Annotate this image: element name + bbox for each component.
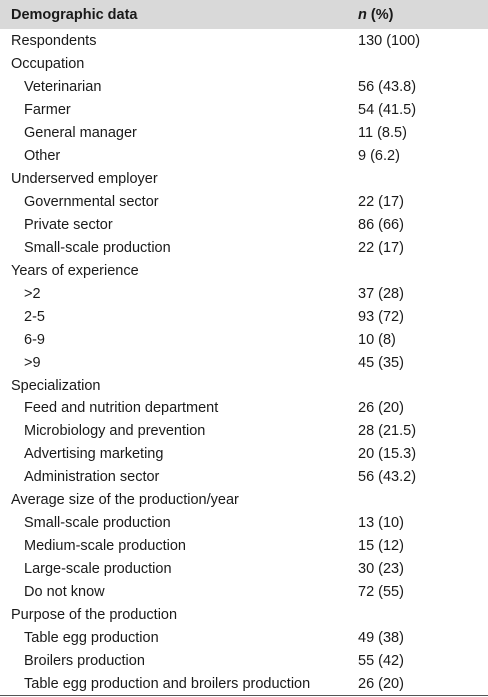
row-label: Farmer bbox=[24, 102, 71, 119]
row-label: Occupation bbox=[11, 56, 85, 73]
table-row: Administration sector 56 (43.2) bbox=[0, 466, 488, 489]
row-value: 49 (38) bbox=[358, 629, 404, 646]
row-label: Respondents bbox=[11, 33, 97, 50]
row-label: Do not know bbox=[24, 583, 105, 600]
row-value: 11 (8.5) bbox=[358, 125, 407, 142]
bottom-rule bbox=[0, 695, 488, 696]
table-row: Table egg production and broilers produc… bbox=[0, 672, 488, 695]
table-row: Broilers production 55 (42) bbox=[0, 649, 488, 672]
table-row: Other 9 (6.2) bbox=[0, 145, 488, 168]
row-value: 22 (17) bbox=[358, 194, 404, 211]
row-value: 28 (21.5) bbox=[358, 423, 417, 440]
row-value: 45 (35) bbox=[358, 354, 404, 371]
row-label: Average size of the production/year bbox=[11, 492, 239, 509]
table-row: Medium-scale production 15 (12) bbox=[0, 535, 488, 558]
row-label: Microbiology and prevention bbox=[24, 423, 206, 440]
row-label: Private sector bbox=[24, 216, 113, 233]
table-row: Large-scale production 30 (23) bbox=[0, 558, 488, 581]
table-row: 2-5 93 (72) bbox=[0, 305, 488, 328]
table-section-row: Occupation bbox=[0, 53, 488, 76]
table-section-row: Respondents 130 (100) bbox=[0, 30, 488, 53]
row-label: Governmental sector bbox=[24, 194, 159, 211]
row-value: 9 (6.2) bbox=[358, 148, 400, 165]
row-value: 13 (10) bbox=[358, 515, 404, 532]
row-label: Advertising marketing bbox=[24, 446, 164, 463]
row-value: 20 (15.3) bbox=[358, 446, 417, 463]
row-value: 30 (23) bbox=[358, 561, 404, 578]
row-value: 55 (42) bbox=[358, 652, 404, 669]
table-row: Advertising marketing 20 (15.3) bbox=[0, 443, 488, 466]
row-label: Years of experience bbox=[11, 262, 139, 279]
row-value: 26 (20) bbox=[358, 675, 404, 692]
table-row: Do not know 72 (55) bbox=[0, 581, 488, 604]
header-demographic-data: Demographic data bbox=[11, 6, 138, 23]
row-value: 37 (28) bbox=[358, 285, 404, 302]
table-section-row: Years of experience bbox=[0, 259, 488, 282]
row-value: 56 (43.8) bbox=[358, 79, 417, 96]
row-value: 93 (72) bbox=[358, 308, 404, 325]
row-label: Other bbox=[24, 148, 61, 165]
row-value: 56 (43.2) bbox=[358, 469, 417, 486]
row-label: Specialization bbox=[11, 377, 101, 394]
table-section-row: Underserved employer bbox=[0, 168, 488, 191]
row-label: Small-scale production bbox=[24, 515, 171, 532]
row-value: 86 (66) bbox=[358, 216, 404, 233]
table-section-row: Purpose of the production bbox=[0, 603, 488, 626]
row-label: Feed and nutrition department bbox=[24, 400, 219, 417]
row-value: 72 (55) bbox=[358, 583, 404, 600]
row-value: 10 (8) bbox=[358, 331, 396, 348]
row-value: 54 (41.5) bbox=[358, 102, 417, 119]
table-row: 6-9 10 (8) bbox=[0, 328, 488, 351]
table-row: Governmental sector 22 (17) bbox=[0, 191, 488, 214]
row-label: Medium-scale production bbox=[24, 538, 186, 555]
header-percent: (%) bbox=[366, 6, 394, 23]
row-label: Administration sector bbox=[24, 469, 160, 486]
row-label: General manager bbox=[24, 125, 137, 142]
table-row: Small-scale production 22 (17) bbox=[0, 236, 488, 259]
row-label: Table egg production bbox=[24, 629, 159, 646]
row-label: Small-scale production bbox=[24, 239, 171, 256]
table-section-row: Average size of the production/year bbox=[0, 489, 488, 512]
table-row: Veterinarian 56 (43.8) bbox=[0, 76, 488, 99]
table-row: >9 45 (35) bbox=[0, 351, 488, 374]
table-body: Respondents 130 (100) Occupation Veterinari… bbox=[0, 29, 488, 695]
row-label: 2-5 bbox=[24, 308, 45, 325]
row-label: Underserved employer bbox=[11, 171, 158, 188]
table-row: Microbiology and prevention 28 (21.5) bbox=[0, 420, 488, 443]
header-n: n bbox=[358, 6, 367, 23]
table-row: Small-scale production 13 (10) bbox=[0, 512, 488, 535]
row-label: >2 bbox=[24, 285, 41, 302]
table-row: >2 37 (28) bbox=[0, 282, 488, 305]
table-row: Private sector 86 (66) bbox=[0, 214, 488, 237]
row-label: Table egg production and broilers produc… bbox=[24, 675, 311, 692]
row-value: 22 (17) bbox=[358, 239, 404, 256]
table-section-row: Specialization bbox=[0, 374, 488, 397]
row-label: >9 bbox=[24, 354, 41, 371]
row-value: 26 (20) bbox=[358, 400, 404, 417]
row-label: Broilers production bbox=[24, 652, 145, 669]
table-header: Demographic data n (%) bbox=[0, 0, 488, 29]
row-label: Veterinarian bbox=[24, 79, 102, 96]
row-label: Purpose of the production bbox=[11, 606, 178, 623]
table-row: Farmer 54 (41.5) bbox=[0, 99, 488, 122]
row-value: 15 (12) bbox=[358, 538, 404, 555]
row-label: Large-scale production bbox=[24, 561, 172, 578]
header-n-percent: n (%) bbox=[356, 7, 488, 23]
table-row: Table egg production 49 (38) bbox=[0, 626, 488, 649]
row-label: 6-9 bbox=[24, 331, 45, 348]
table-row: Feed and nutrition department 26 (20) bbox=[0, 397, 488, 420]
table-row: General manager 11 (8.5) bbox=[0, 122, 488, 145]
row-value: 130 (100) bbox=[358, 33, 421, 50]
